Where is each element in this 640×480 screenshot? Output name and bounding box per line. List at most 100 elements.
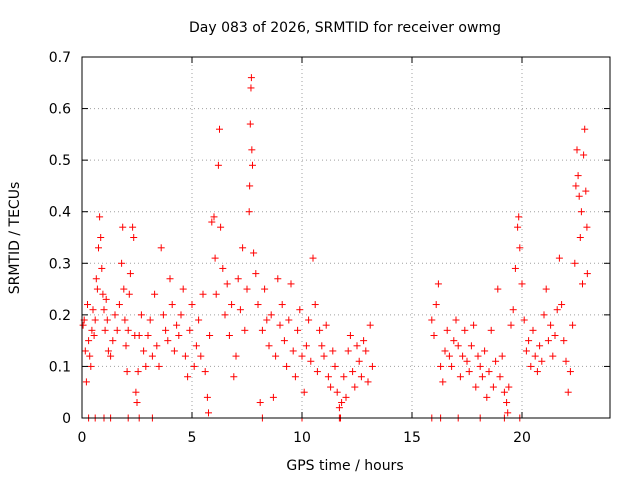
y-tick-label: 0.5 <box>49 153 71 169</box>
data-point <box>344 347 352 355</box>
data-point <box>527 362 535 370</box>
data-point <box>93 285 101 293</box>
data-point <box>322 321 330 329</box>
data-point <box>302 342 310 350</box>
data-point <box>125 290 133 298</box>
data-point <box>179 285 187 293</box>
data-point <box>355 357 363 365</box>
data-point <box>211 254 219 262</box>
data-point <box>298 352 306 360</box>
data-point <box>102 295 110 303</box>
data-point <box>252 270 260 278</box>
data-point <box>576 234 584 241</box>
data-point <box>153 342 161 350</box>
data-point <box>459 352 467 360</box>
data-point <box>324 373 332 381</box>
data-point <box>208 218 216 226</box>
data-point <box>132 388 140 396</box>
data-point <box>285 316 293 324</box>
data-point <box>542 285 550 293</box>
data-point <box>536 342 544 350</box>
data-point <box>135 331 143 339</box>
data-point <box>434 280 442 288</box>
data-point <box>569 321 577 329</box>
data-point <box>441 347 449 355</box>
data-point <box>129 223 137 231</box>
data-point <box>500 388 508 396</box>
data-point <box>496 373 504 381</box>
data-point <box>309 254 317 262</box>
data-point <box>465 368 473 376</box>
data-point <box>335 404 343 412</box>
data-point <box>470 321 478 329</box>
data-point <box>296 306 304 314</box>
data-point <box>258 326 266 334</box>
data-point <box>432 301 440 309</box>
data-point <box>90 331 98 339</box>
data-point <box>241 326 249 334</box>
data-point <box>340 373 348 381</box>
data-point <box>146 316 154 324</box>
data-point <box>461 326 469 334</box>
data-point <box>192 342 200 350</box>
data-point <box>538 357 546 365</box>
data-point <box>217 223 225 231</box>
data-point <box>313 368 321 376</box>
data-point <box>498 352 506 360</box>
data-point <box>577 208 585 216</box>
data-point <box>329 347 337 355</box>
data-point <box>201 368 209 376</box>
data-point <box>439 378 447 386</box>
y-tick-label: 0.6 <box>49 102 71 118</box>
data-point <box>437 362 445 370</box>
data-point <box>555 254 563 262</box>
data-point <box>582 187 590 195</box>
data-point <box>494 285 502 293</box>
data-point <box>177 311 185 319</box>
data-point <box>87 362 95 370</box>
x-tick-label: 5 <box>188 430 197 446</box>
data-point <box>123 368 131 376</box>
data-point <box>514 223 522 231</box>
data-point <box>342 393 350 401</box>
data-point <box>81 347 89 355</box>
y-tick-label: 0.3 <box>49 256 71 272</box>
data-point <box>366 321 374 329</box>
data-point <box>225 331 233 339</box>
data-point <box>338 399 346 407</box>
data-point <box>351 383 359 391</box>
data-point <box>463 357 471 365</box>
data-point <box>579 280 586 288</box>
data-point <box>483 393 491 401</box>
data-point <box>564 388 572 396</box>
data-point <box>269 393 277 401</box>
data-point <box>188 301 196 309</box>
data-point <box>487 326 495 334</box>
data-point <box>504 409 512 417</box>
data-point <box>79 321 87 329</box>
data-point <box>111 311 119 319</box>
data-point <box>474 352 482 360</box>
data-point <box>511 264 519 272</box>
data-point <box>162 326 170 334</box>
data-point <box>294 326 302 334</box>
data-point <box>91 316 99 324</box>
data-point <box>159 311 167 319</box>
data-point <box>485 368 493 376</box>
data-point <box>572 182 580 190</box>
data-point <box>148 352 156 360</box>
data-point <box>92 275 100 283</box>
data-point <box>316 326 324 334</box>
data-point <box>283 362 291 370</box>
data-point <box>305 316 313 324</box>
data-point <box>353 342 361 350</box>
data-point <box>236 306 244 314</box>
data-point <box>86 352 94 360</box>
data-point <box>287 280 295 288</box>
data-point <box>349 368 357 376</box>
data-point <box>89 306 97 314</box>
data-point <box>121 316 129 324</box>
data-point <box>263 316 271 324</box>
data-point <box>103 316 111 324</box>
data-point <box>133 399 141 407</box>
